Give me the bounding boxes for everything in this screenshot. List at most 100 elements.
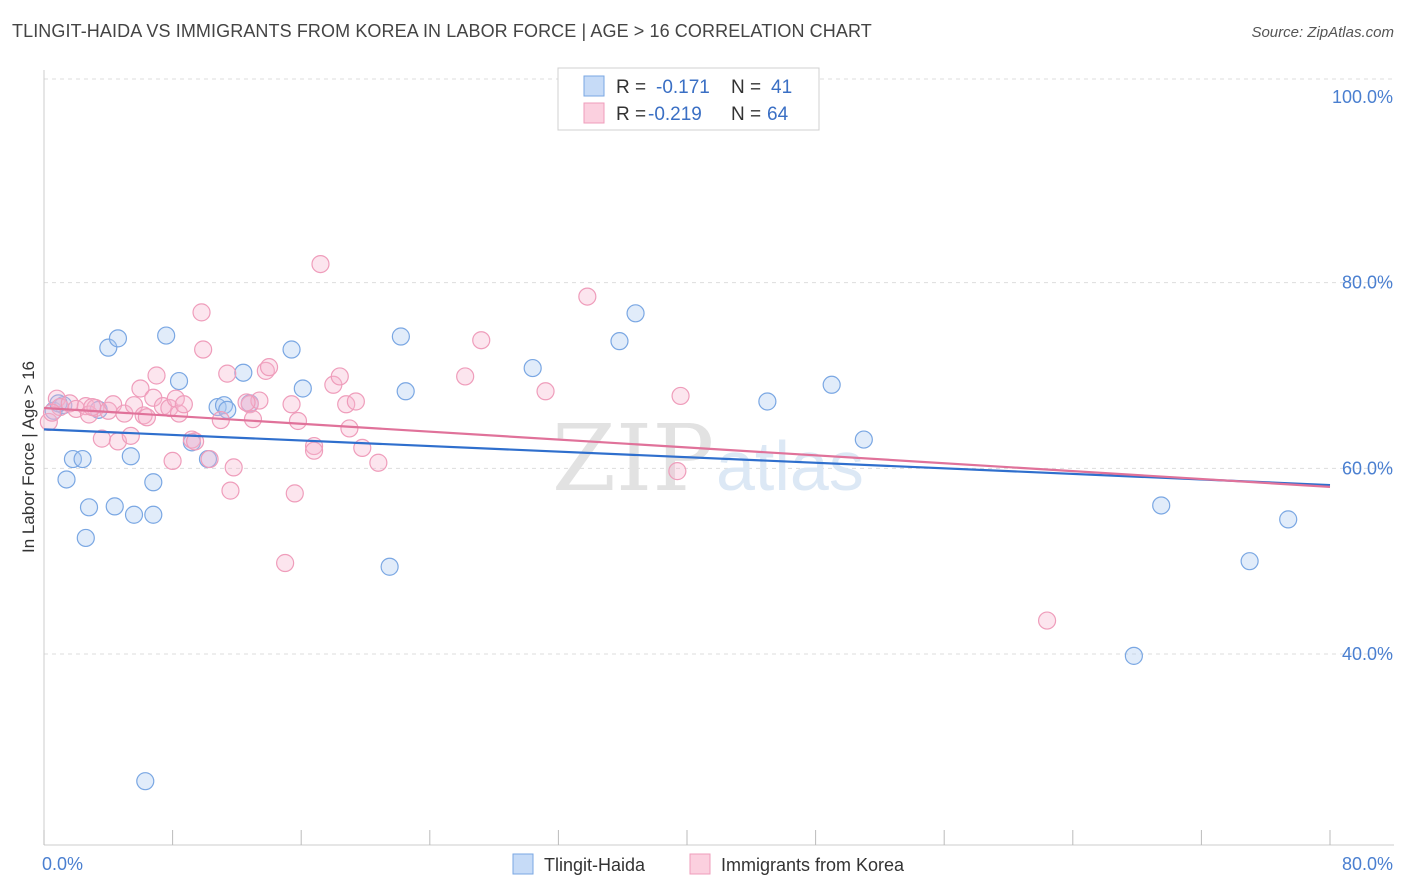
point-korea-41 (285, 484, 304, 503)
y-tick-label-1: 80.0% (1342, 273, 1393, 293)
point-korea-49 (340, 419, 359, 438)
point-tlingit-4 (73, 449, 92, 469)
point-korea-52 (369, 453, 388, 472)
point-tlingit-39 (1279, 510, 1298, 529)
point-korea-33 (221, 481, 240, 500)
trend-lines (43, 406, 1331, 488)
y-tick-label-2: 60.0% (1342, 458, 1393, 478)
point-tlingit-6 (76, 528, 95, 548)
watermark-atlas: atlas (716, 427, 864, 505)
point-tlingit-30 (523, 358, 542, 378)
legend-n-value-2: 64 (767, 104, 789, 125)
point-tlingit-14 (144, 505, 163, 524)
point-tlingit-3 (63, 449, 83, 469)
point-korea-57 (578, 287, 597, 306)
point-tlingit-35 (854, 430, 873, 449)
series-legend-label-tlingit: Tlingit-Haida (544, 855, 646, 875)
point-korea-30 (200, 449, 219, 469)
point-korea-35 (240, 395, 259, 414)
source-credit: Source: ZipAtlas.com (1251, 24, 1394, 41)
legend-r-label-2: R = (616, 104, 646, 125)
point-tlingit-28 (396, 382, 415, 401)
point-tlingit-11 (121, 447, 140, 466)
point-tlingit-15 (144, 473, 163, 492)
point-korea-53 (276, 553, 295, 573)
point-korea-36 (243, 410, 263, 429)
legend-n-label-1: N = (731, 77, 761, 98)
y-tick-label-0: 100.0% (1332, 87, 1393, 107)
point-tlingit-34 (822, 375, 841, 394)
point-korea-13 (121, 426, 140, 445)
point-tlingit-5 (79, 498, 99, 517)
watermark: ZIP atlas (552, 405, 864, 512)
point-tlingit-23 (234, 363, 253, 382)
point-tlingit-25 (282, 340, 301, 359)
point-korea-32 (218, 364, 237, 383)
point-korea-28 (192, 303, 211, 322)
y-tick-labels: 100.0% 80.0% 60.0% 40.0% (1332, 87, 1393, 664)
point-korea-50 (346, 392, 365, 411)
data-points (39, 255, 1298, 791)
point-korea-19 (147, 366, 166, 385)
point-tlingit-33 (758, 392, 777, 411)
trend-line-tlingit (43, 428, 1331, 487)
point-tlingit-26 (293, 379, 312, 398)
point-korea-44 (304, 441, 324, 460)
watermark-zip: ZIP (552, 405, 714, 512)
legend-swatch-tlingit (583, 75, 605, 97)
point-tlingit-32 (626, 304, 645, 323)
y-axis-label: In Labor Force | Age > 16 (19, 361, 38, 553)
point-korea-47 (330, 367, 349, 386)
legend-r-value-2: -0.219 (648, 104, 702, 125)
point-korea-61 (42, 403, 62, 422)
point-tlingit-16 (157, 326, 176, 345)
point-korea-40 (282, 395, 301, 414)
legend-swatch-korea (583, 102, 605, 124)
point-korea-34 (224, 458, 243, 477)
point-tlingit-8 (99, 338, 118, 357)
stats-legend: R = -0.171 N = 41 R = -0.219 N = 64 (557, 67, 820, 131)
point-tlingit-36 (1124, 646, 1143, 665)
point-korea-54 (456, 367, 475, 386)
series-legend-swatch-korea (689, 853, 711, 875)
point-korea-63 (237, 393, 256, 412)
point-korea-56 (536, 382, 555, 401)
point-tlingit-13 (136, 772, 155, 791)
x-tick-labels: 0.0% 80.0% (42, 854, 1393, 874)
x-tick-label-0: 0.0% (42, 854, 83, 874)
series-legend-swatch-tlingit (512, 853, 534, 875)
series-legend-label-korea: Immigrants from Korea (721, 855, 905, 875)
x-tick-label-1: 80.0% (1342, 854, 1393, 874)
point-tlingit-31 (610, 332, 629, 351)
point-korea-22 (163, 451, 182, 471)
point-korea-39 (259, 358, 279, 377)
point-tlingit-17 (169, 371, 189, 391)
point-tlingit-2 (57, 470, 76, 489)
point-tlingit-9 (108, 329, 128, 348)
point-korea-24 (169, 404, 189, 423)
series-legend: Tlingit-Haida Immigrants from Korea (512, 853, 905, 875)
point-korea-42 (288, 411, 308, 431)
point-korea-17 (137, 408, 156, 427)
point-korea-59 (671, 386, 690, 406)
axes (43, 70, 1394, 846)
point-korea-60 (1037, 611, 1057, 630)
point-korea-55 (472, 331, 491, 350)
point-tlingit-27 (380, 557, 399, 576)
point-korea-45 (311, 255, 330, 274)
point-tlingit-37 (1152, 496, 1171, 515)
point-korea-58 (668, 462, 687, 481)
y-tick-label-3: 40.0% (1342, 644, 1393, 664)
trend-line-korea (43, 406, 1331, 488)
point-tlingit-10 (105, 497, 124, 516)
point-tlingit-29 (391, 327, 410, 346)
legend-n-value-1: 41 (771, 77, 792, 98)
chart-title: TLINGIT-HAIDA VS IMMIGRANTS FROM KOREA I… (12, 21, 872, 41)
legend-r-label-1: R = (616, 77, 646, 98)
point-korea-15 (131, 379, 150, 398)
x-tick-marks (43, 830, 1331, 845)
point-korea-25 (174, 395, 193, 414)
point-korea-62 (83, 397, 102, 417)
point-tlingit-38 (1240, 552, 1259, 571)
